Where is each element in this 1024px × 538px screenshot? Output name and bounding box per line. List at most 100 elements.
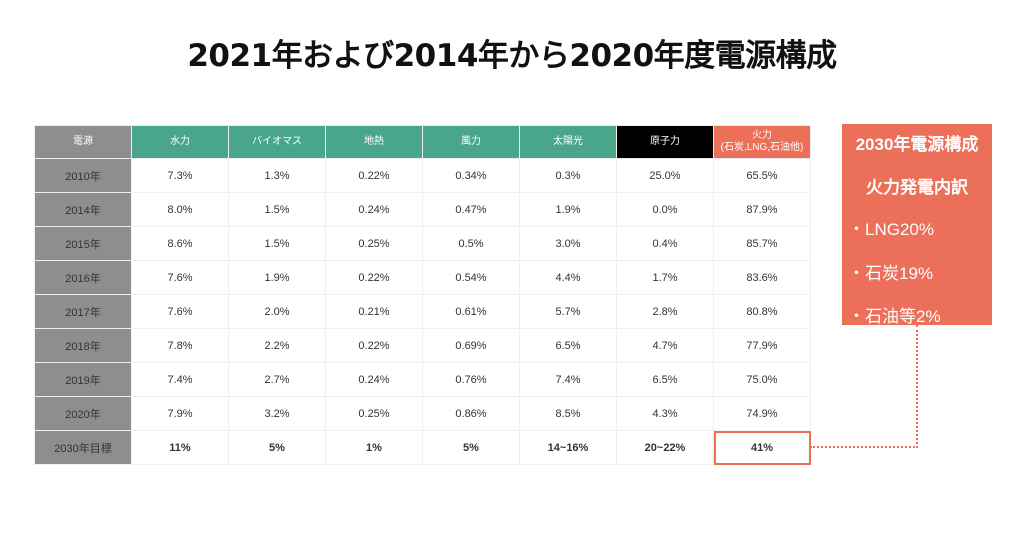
cell-wind: 0.69% bbox=[422, 328, 520, 363]
cell-biomass: 1.3% bbox=[228, 158, 326, 193]
row-year: 2017年 bbox=[34, 294, 132, 329]
table-row: 2015年 8.6% 1.5% 0.25% 0.5% 3.0% 0.4% 85.… bbox=[34, 226, 811, 261]
target-geothermal: 1% bbox=[325, 430, 423, 465]
cell-nuclear: 1.7% bbox=[616, 260, 714, 295]
cell-nuclear: 4.7% bbox=[616, 328, 714, 363]
cell-thermal: 83.6% bbox=[713, 260, 811, 295]
cell-solar: 6.5% bbox=[519, 328, 617, 363]
row-year: 2016年 bbox=[34, 260, 132, 295]
table-row: 2019年 7.4% 2.7% 0.24% 0.76% 7.4% 6.5% 75… bbox=[34, 362, 811, 397]
row-year-target: 2030年目標 bbox=[34, 430, 132, 465]
cell-geothermal: 0.22% bbox=[325, 328, 423, 363]
connector-line-vertical bbox=[916, 325, 918, 448]
cell-biomass: 1.5% bbox=[228, 226, 326, 261]
callout-item-oil: ・石油等2% bbox=[848, 307, 941, 326]
cell-biomass: 2.0% bbox=[228, 294, 326, 329]
row-year: 2010年 bbox=[34, 158, 132, 193]
cell-geothermal: 0.22% bbox=[325, 260, 423, 295]
cell-wind: 0.86% bbox=[422, 396, 520, 431]
cell-solar: 4.4% bbox=[519, 260, 617, 295]
table-row: 2010年 7.3% 1.3% 0.22% 0.34% 0.3% 25.0% 6… bbox=[34, 158, 811, 193]
header-nuclear: 原子力 bbox=[616, 125, 714, 159]
header-thermal-label: 火力 bbox=[752, 130, 772, 141]
cell-thermal: 87.9% bbox=[713, 192, 811, 227]
cell-biomass: 2.7% bbox=[228, 362, 326, 397]
cell-hydro: 7.4% bbox=[131, 362, 229, 397]
cell-nuclear: 25.0% bbox=[616, 158, 714, 193]
cell-geothermal: 0.24% bbox=[325, 192, 423, 227]
header-wind: 風力 bbox=[422, 125, 520, 159]
callout-item-coal: ・石炭19% bbox=[848, 264, 934, 283]
target-solar: 14~16% bbox=[519, 430, 617, 465]
cell-biomass: 2.2% bbox=[228, 328, 326, 363]
thermal-breakdown-callout: 2030年電源構成 火力発電内訳 ・LNG20% ・石炭19% ・石油等2% bbox=[842, 124, 992, 326]
cell-wind: 0.34% bbox=[422, 158, 520, 193]
cell-solar: 8.5% bbox=[519, 396, 617, 431]
target-nuclear: 20~22% bbox=[616, 430, 714, 465]
cell-nuclear: 6.5% bbox=[616, 362, 714, 397]
cell-hydro: 7.9% bbox=[131, 396, 229, 431]
page-title: 2021年および2014年から2020年度電源構成 bbox=[187, 38, 837, 74]
cell-hydro: 7.6% bbox=[131, 260, 229, 295]
header-geothermal: 地熱 bbox=[325, 125, 423, 159]
cell-hydro: 8.0% bbox=[131, 192, 229, 227]
header-solar: 太陽光 bbox=[519, 125, 617, 159]
cell-biomass: 1.5% bbox=[228, 192, 326, 227]
header-thermal-sub: (石炭,LNG,石油他) bbox=[720, 142, 804, 153]
cell-solar: 0.3% bbox=[519, 158, 617, 193]
cell-thermal: 65.5% bbox=[713, 158, 811, 193]
cell-thermal: 74.9% bbox=[713, 396, 811, 431]
target-biomass: 5% bbox=[228, 430, 326, 465]
cell-hydro: 7.3% bbox=[131, 158, 229, 193]
cell-geothermal: 0.22% bbox=[325, 158, 423, 193]
cell-geothermal: 0.25% bbox=[325, 396, 423, 431]
cell-geothermal: 0.21% bbox=[325, 294, 423, 329]
cell-solar: 1.9% bbox=[519, 192, 617, 227]
row-year: 2019年 bbox=[34, 362, 132, 397]
header-source: 電源 bbox=[34, 125, 132, 159]
cell-hydro: 7.6% bbox=[131, 294, 229, 329]
row-year: 2014年 bbox=[34, 192, 132, 227]
target-row: 2030年目標 11% 5% 1% 5% 14~16% 20~22% 41% bbox=[34, 430, 811, 465]
cell-wind: 0.47% bbox=[422, 192, 520, 227]
cell-thermal: 80.8% bbox=[713, 294, 811, 329]
callout-title: 2030年電源構成 bbox=[855, 135, 979, 154]
cell-biomass: 1.9% bbox=[228, 260, 326, 295]
row-year: 2018年 bbox=[34, 328, 132, 363]
target-wind: 5% bbox=[422, 430, 520, 465]
table-row: 2020年 7.9% 3.2% 0.25% 0.86% 8.5% 4.3% 74… bbox=[34, 396, 811, 431]
cell-nuclear: 2.8% bbox=[616, 294, 714, 329]
row-year: 2020年 bbox=[34, 396, 132, 431]
cell-hydro: 7.8% bbox=[131, 328, 229, 363]
cell-wind: 0.54% bbox=[422, 260, 520, 295]
cell-geothermal: 0.25% bbox=[325, 226, 423, 261]
connector-line-horizontal bbox=[810, 446, 918, 448]
table-row: 2014年 8.0% 1.5% 0.24% 0.47% 1.9% 0.0% 87… bbox=[34, 192, 811, 227]
cell-biomass: 3.2% bbox=[228, 396, 326, 431]
cell-solar: 7.4% bbox=[519, 362, 617, 397]
cell-wind: 0.61% bbox=[422, 294, 520, 329]
table-row: 2018年 7.8% 2.2% 0.22% 0.69% 6.5% 4.7% 77… bbox=[34, 328, 811, 363]
table-row: 2017年 7.6% 2.0% 0.21% 0.61% 5.7% 2.8% 80… bbox=[34, 294, 811, 329]
cell-solar: 5.7% bbox=[519, 294, 617, 329]
row-year: 2015年 bbox=[34, 226, 132, 261]
cell-hydro: 8.6% bbox=[131, 226, 229, 261]
target-hydro: 11% bbox=[131, 430, 229, 465]
table-header-row: 電源 水力 バイオマス 地熱 風力 太陽光 原子力 火力 (石炭,LNG,石油他… bbox=[34, 125, 811, 159]
cell-nuclear: 0.0% bbox=[616, 192, 714, 227]
callout-item-lng: ・LNG20% bbox=[848, 220, 934, 239]
cell-thermal: 85.7% bbox=[713, 226, 811, 261]
cell-geothermal: 0.24% bbox=[325, 362, 423, 397]
cell-nuclear: 0.4% bbox=[616, 226, 714, 261]
power-mix-table: 電源 水力 バイオマス 地熱 風力 太陽光 原子力 火力 (石炭,LNG,石油他… bbox=[34, 125, 811, 465]
header-biomass: バイオマス bbox=[228, 125, 326, 159]
header-thermal: 火力 (石炭,LNG,石油他) bbox=[713, 125, 811, 159]
cell-nuclear: 4.3% bbox=[616, 396, 714, 431]
cell-wind: 0.76% bbox=[422, 362, 520, 397]
cell-thermal: 77.9% bbox=[713, 328, 811, 363]
table-row: 2016年 7.6% 1.9% 0.22% 0.54% 4.4% 1.7% 83… bbox=[34, 260, 811, 295]
cell-wind: 0.5% bbox=[422, 226, 520, 261]
callout-subtitle: 火力発電内訳 bbox=[866, 178, 968, 197]
cell-thermal: 75.0% bbox=[713, 362, 811, 397]
cell-solar: 3.0% bbox=[519, 226, 617, 261]
